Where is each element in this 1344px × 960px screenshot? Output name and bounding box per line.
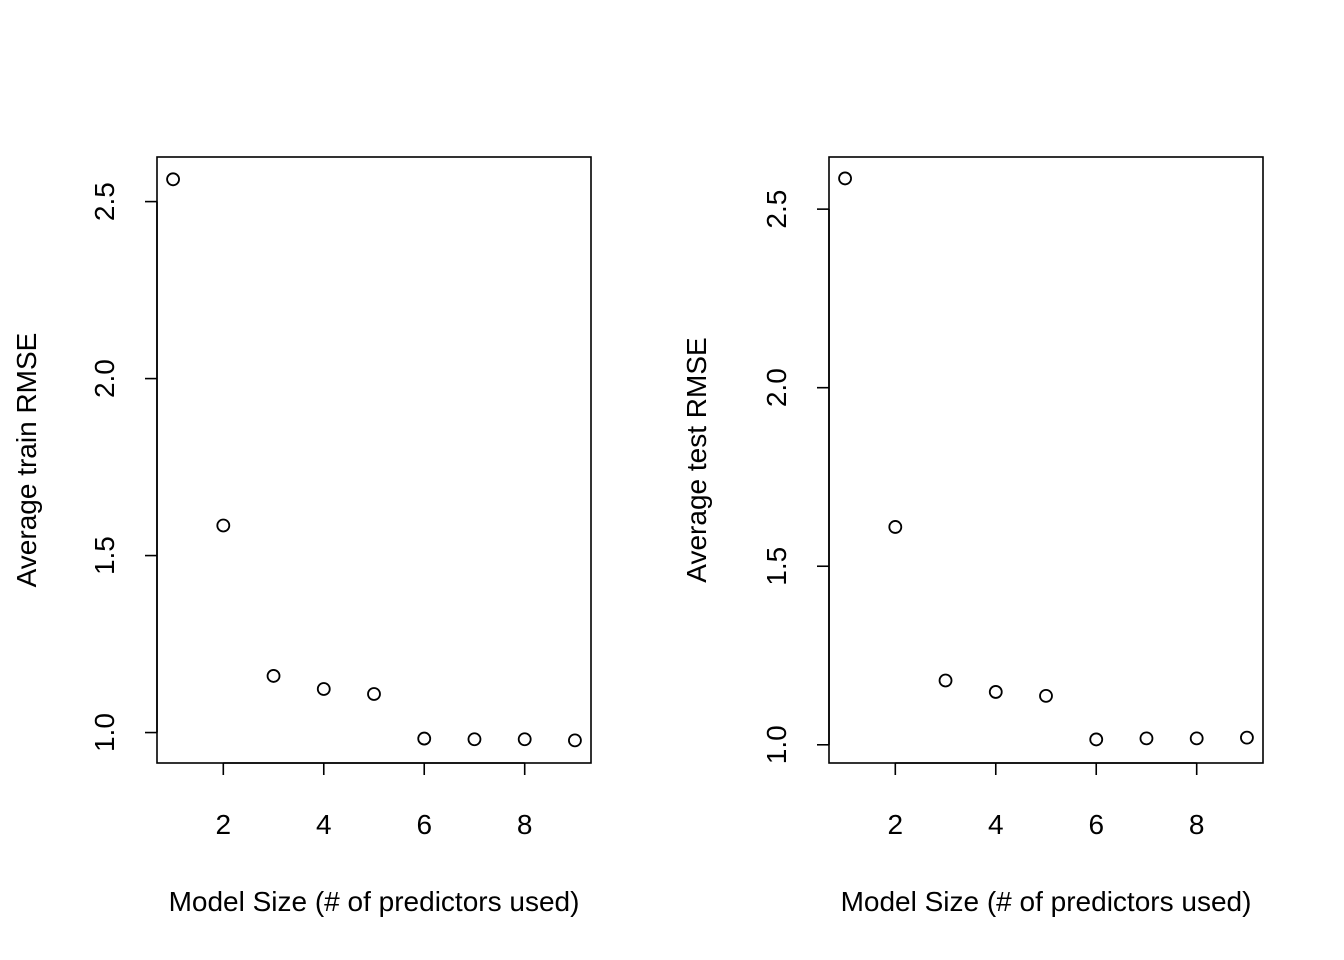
train-data-point xyxy=(517,732,532,747)
test-x-tick-label: 4 xyxy=(988,809,1004,840)
train-rmse-plot: Model Size (# of predictors used) Averag… xyxy=(11,156,592,917)
test-data-point xyxy=(1240,730,1254,745)
train-y-axis-label: Average train RMSE xyxy=(11,333,42,588)
train-data-point xyxy=(467,732,482,747)
test-data-point xyxy=(988,685,1003,699)
train-data-point xyxy=(417,731,432,746)
train-y-tick-label: 2.0 xyxy=(89,359,120,398)
train-x-tick-label: 8 xyxy=(517,809,533,840)
test-x-tick-label: 6 xyxy=(1088,809,1104,840)
test-x-tick-label: 2 xyxy=(888,809,904,840)
test-data-point xyxy=(1089,732,1104,747)
test-data-point xyxy=(888,520,903,534)
train-y-tick-label: 1.0 xyxy=(89,713,120,752)
train-y-tick-label: 2.5 xyxy=(89,182,120,221)
test-rmse-plot: Model Size (# of predictors used) Averag… xyxy=(681,156,1264,917)
test-data-point xyxy=(838,171,852,186)
test-y-tick-label: 1.0 xyxy=(761,725,792,764)
train-data-point xyxy=(367,687,381,701)
train-data-point xyxy=(266,669,281,683)
train-x-tick-label: 6 xyxy=(416,809,432,840)
test-data-point xyxy=(1189,731,1204,746)
train-x-axis-label: Model Size (# of predictors used) xyxy=(169,886,580,917)
train-data-point xyxy=(166,172,180,187)
test-y-tick-label: 1.5 xyxy=(761,547,792,586)
train-data-point xyxy=(568,733,582,748)
test-y-tick-label: 2.0 xyxy=(761,368,792,407)
test-y-tick-label: 2.5 xyxy=(761,190,792,229)
train-data-point xyxy=(216,518,231,533)
test-data-point xyxy=(938,673,953,688)
test-x-axis-label: Model Size (# of predictors used) xyxy=(841,886,1252,917)
train-y-tick-label: 1.5 xyxy=(89,536,120,575)
test-data-point xyxy=(1139,731,1154,746)
train-x-tick-label: 2 xyxy=(216,809,232,840)
test-x-tick-label: 8 xyxy=(1189,809,1205,840)
train-data-point xyxy=(316,682,331,696)
test-y-axis-label: Average test RMSE xyxy=(681,337,712,582)
train-x-tick-label: 4 xyxy=(316,809,332,840)
test-data-point xyxy=(1039,688,1053,703)
